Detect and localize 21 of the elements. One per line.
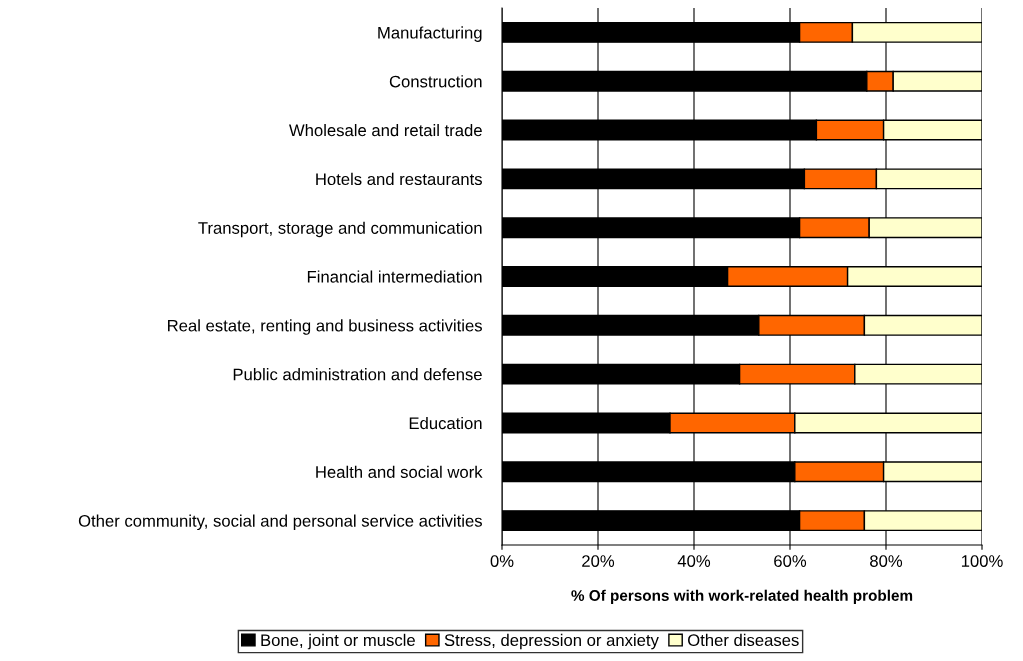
y-tick-label: Health and social work <box>316 465 483 478</box>
y-tick-label: Manufacturing <box>378 26 482 42</box>
legend-label: Bone, joint or muscle <box>261 633 415 650</box>
y-tick-label: Transport, storage and communication <box>198 221 482 238</box>
x-tick-label: 80% <box>870 555 903 567</box>
y-tick-label: Real estate, renting and business activities <box>168 319 482 335</box>
y-tick-label: Financial intermediation <box>307 270 482 283</box>
y-tick-label: Wholesale and retail trade <box>289 124 482 137</box>
legend-label: Stress, depression or anxiety <box>444 633 659 650</box>
x-tick-label: 60% <box>774 555 807 567</box>
legend-label: Other diseases <box>688 633 799 647</box>
x-tick-label: 20% <box>582 555 615 567</box>
x-tick-label: 100% <box>961 555 1003 567</box>
x-axis-title: % Of persons with work-related health problem <box>571 589 913 604</box>
y-tick-label: Construction <box>389 75 482 88</box>
y-tick-label: Public administration and defense <box>233 368 482 381</box>
y-tick-label: Hotels and restaurants <box>316 172 482 186</box>
x-tick-label: 40% <box>677 555 711 567</box>
y-tick-label: Education <box>409 416 482 430</box>
x-tick-label: 0% <box>490 555 514 567</box>
y-tick-label: Other community, social and personal service activities <box>78 514 482 531</box>
